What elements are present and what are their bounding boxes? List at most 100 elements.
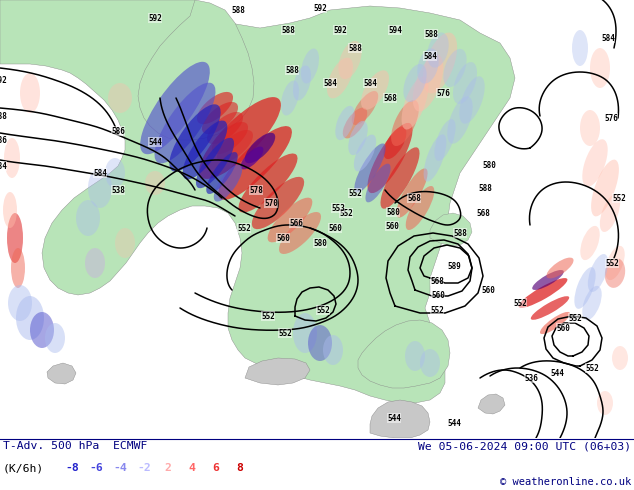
Ellipse shape: [605, 258, 625, 288]
Ellipse shape: [588, 254, 608, 292]
Text: 560: 560: [385, 221, 399, 230]
Text: 552: 552: [237, 223, 251, 232]
Polygon shape: [430, 213, 472, 246]
Ellipse shape: [600, 194, 620, 232]
Text: 588: 588: [0, 112, 7, 121]
Ellipse shape: [279, 212, 321, 254]
Ellipse shape: [308, 325, 332, 361]
Ellipse shape: [217, 130, 253, 162]
Ellipse shape: [434, 119, 456, 161]
Text: 578: 578: [249, 186, 263, 195]
Text: 588: 588: [231, 5, 245, 15]
Polygon shape: [358, 320, 450, 388]
Ellipse shape: [597, 391, 613, 415]
Ellipse shape: [574, 267, 595, 309]
Ellipse shape: [140, 62, 210, 154]
Text: 586: 586: [111, 126, 125, 136]
Text: 568: 568: [430, 276, 444, 286]
Text: 580: 580: [386, 207, 400, 217]
Ellipse shape: [590, 48, 610, 88]
Ellipse shape: [145, 171, 165, 195]
Text: 8: 8: [236, 463, 243, 473]
Text: 570: 570: [264, 198, 278, 207]
Ellipse shape: [580, 110, 600, 146]
Ellipse shape: [368, 123, 413, 193]
Text: -6: -6: [89, 463, 103, 473]
Text: 552: 552: [348, 189, 362, 197]
Polygon shape: [370, 400, 430, 438]
Ellipse shape: [3, 192, 17, 228]
Text: 568: 568: [383, 94, 397, 102]
Text: 584: 584: [93, 169, 107, 177]
Ellipse shape: [540, 312, 570, 334]
Text: 580: 580: [482, 161, 496, 170]
Ellipse shape: [424, 134, 446, 182]
Ellipse shape: [532, 270, 564, 290]
Ellipse shape: [16, 296, 44, 340]
Ellipse shape: [459, 76, 485, 124]
Ellipse shape: [155, 83, 216, 163]
Text: 592: 592: [313, 3, 327, 13]
Text: 536: 536: [524, 373, 538, 383]
Ellipse shape: [293, 66, 311, 100]
Text: 566: 566: [289, 219, 303, 227]
Ellipse shape: [354, 144, 385, 193]
Text: 560: 560: [276, 234, 290, 243]
Ellipse shape: [427, 32, 449, 68]
Text: 588: 588: [453, 228, 467, 238]
Text: 580: 580: [313, 239, 327, 247]
Ellipse shape: [105, 158, 125, 188]
Text: 552: 552: [568, 314, 582, 322]
Text: 588: 588: [285, 66, 299, 74]
Text: 553: 553: [331, 203, 345, 213]
Text: © weatheronline.co.uk: © weatheronline.co.uk: [500, 477, 631, 487]
Ellipse shape: [582, 286, 602, 320]
Ellipse shape: [207, 112, 243, 144]
Text: 4: 4: [188, 463, 195, 473]
Ellipse shape: [448, 96, 473, 144]
Ellipse shape: [183, 121, 228, 179]
Ellipse shape: [4, 138, 20, 178]
Text: 552: 552: [339, 209, 353, 218]
Ellipse shape: [335, 106, 354, 140]
Text: 560: 560: [481, 286, 495, 294]
Polygon shape: [0, 0, 515, 403]
Ellipse shape: [405, 341, 425, 371]
Text: 538: 538: [111, 186, 125, 195]
Ellipse shape: [45, 323, 65, 353]
Ellipse shape: [352, 91, 378, 125]
Text: 576: 576: [436, 89, 450, 98]
Ellipse shape: [361, 70, 389, 110]
Polygon shape: [138, 0, 254, 140]
Text: 552: 552: [261, 312, 275, 320]
Ellipse shape: [301, 49, 319, 83]
Ellipse shape: [343, 108, 367, 139]
Text: 586: 586: [0, 136, 7, 145]
Text: 584: 584: [423, 51, 437, 60]
Ellipse shape: [323, 335, 343, 365]
Text: 584: 584: [363, 78, 377, 88]
Ellipse shape: [245, 133, 275, 163]
Ellipse shape: [281, 80, 299, 116]
Ellipse shape: [20, 73, 40, 113]
Ellipse shape: [547, 258, 574, 278]
Ellipse shape: [85, 248, 105, 278]
Text: 588: 588: [478, 183, 492, 193]
Text: 552: 552: [612, 194, 626, 202]
Ellipse shape: [8, 285, 32, 321]
Text: -2: -2: [137, 463, 151, 473]
Polygon shape: [47, 363, 76, 384]
Text: 576: 576: [604, 114, 618, 122]
Text: 560: 560: [328, 223, 342, 232]
Ellipse shape: [423, 32, 457, 94]
Text: 588: 588: [281, 25, 295, 34]
Text: 589: 589: [447, 262, 461, 270]
Polygon shape: [245, 358, 310, 385]
Text: 584: 584: [323, 78, 337, 88]
Text: 592: 592: [148, 14, 162, 23]
Text: We 05-06-2024 09:00 UTC (06+03): We 05-06-2024 09:00 UTC (06+03): [418, 441, 631, 451]
Ellipse shape: [197, 92, 233, 124]
Ellipse shape: [403, 64, 427, 102]
Ellipse shape: [348, 121, 368, 155]
Ellipse shape: [30, 312, 54, 348]
